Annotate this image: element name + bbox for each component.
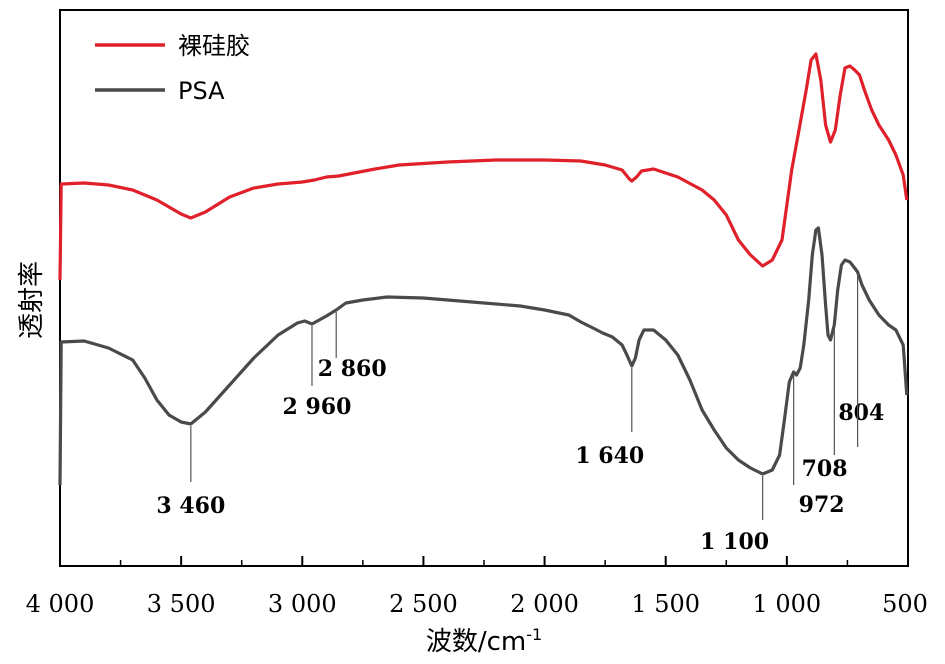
peak-label: 804 (838, 400, 884, 426)
y-axis-title: 透射率 (17, 261, 47, 339)
x-tick-label: 2 500 (389, 590, 458, 618)
annotation-layer: 3 460 2 960 2 860 1 640 1 100 972 804 708 (156, 274, 884, 555)
legend-label-psa: PSA (178, 77, 225, 105)
x-tick-label: 3 500 (147, 590, 216, 618)
x-tick-label: 3 000 (268, 590, 337, 618)
peak-label: 972 (799, 492, 845, 518)
x-tick-label: 4 000 (26, 590, 95, 618)
series-line-psa (58, 226, 909, 486)
x-tick-label: 1 000 (752, 590, 821, 618)
peak-label: 2 960 (283, 394, 352, 420)
series-line-bare-silica (58, 52, 909, 281)
minor-ticks (119, 560, 849, 566)
x-axis-title: 波数/cm-1 (426, 625, 542, 657)
legend: 裸硅胶 PSA (95, 32, 250, 105)
peak-label: 2 860 (318, 356, 387, 382)
peak-label: 1 640 (575, 443, 644, 469)
series-layer (58, 52, 909, 486)
x-tick-label: 2 000 (510, 590, 579, 618)
legend-label-bare-silica: 裸硅胶 (178, 32, 250, 60)
peak-label: 3 460 (156, 493, 225, 519)
peak-label: 708 (802, 456, 848, 482)
x-tick-label: 500 (882, 590, 928, 618)
x-tick-labels: 4 000 3 500 3 000 2 500 2 000 1 500 1 000 500 (26, 590, 928, 618)
peak-label: 1 100 (700, 529, 769, 555)
major-ticks (59, 556, 909, 566)
x-tick-label: 1 500 (631, 590, 700, 618)
